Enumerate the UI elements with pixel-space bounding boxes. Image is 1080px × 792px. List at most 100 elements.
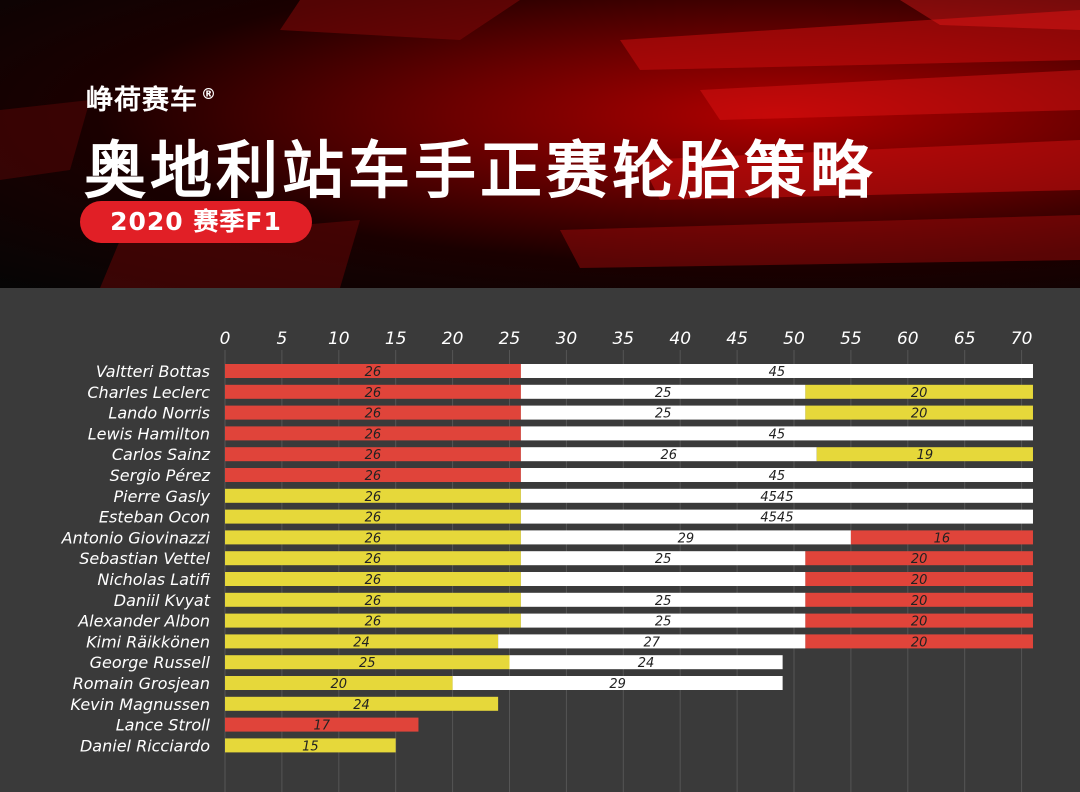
stint-laps-label: 20 bbox=[911, 407, 928, 422]
stint-laps-label: 26 bbox=[365, 615, 382, 630]
stint-laps-label: 26 bbox=[365, 427, 382, 442]
stint-laps-label: 25 bbox=[655, 552, 672, 567]
stint-bar-medium bbox=[225, 676, 453, 690]
stint-laps-label: 29 bbox=[609, 677, 626, 692]
stint-laps-label: 19 bbox=[917, 448, 934, 463]
stint-bar-medium bbox=[805, 384, 1033, 399]
driver-row: Valtteri Bottas 26 45 bbox=[96, 362, 1033, 381]
stint-bar-hard bbox=[509, 655, 783, 670]
stint-laps-label: 4545 bbox=[760, 511, 793, 526]
stint-laps-label: 26 bbox=[365, 552, 382, 567]
brand-text: 峥荷赛车 bbox=[86, 85, 198, 116]
stint-bar-hard bbox=[520, 364, 1033, 378]
driver-row: Kevin Magnussen 24 bbox=[70, 695, 499, 714]
stint-bar-soft bbox=[805, 613, 1033, 628]
season-badge: 2020 赛季F1 bbox=[80, 201, 312, 243]
driver-name: Antonio Giovinazzi bbox=[61, 528, 211, 547]
stint-bar-hard bbox=[520, 426, 1033, 441]
stint-bar-soft bbox=[225, 468, 521, 482]
stint-laps-label: 20 bbox=[911, 594, 928, 609]
x-tick-label: 60 bbox=[897, 329, 919, 349]
driver-name: George Russell bbox=[90, 653, 211, 672]
x-tick-label: 50 bbox=[783, 329, 805, 349]
stint-laps-label: 20 bbox=[331, 677, 348, 692]
stint-bar-soft bbox=[850, 530, 1033, 545]
stint-laps-label: 26 bbox=[365, 531, 382, 546]
registered-mark: ® bbox=[201, 85, 217, 103]
stint-bar-hard bbox=[520, 447, 817, 462]
stint-bar-hard bbox=[520, 592, 806, 607]
stint-bar-soft bbox=[225, 405, 521, 420]
stint-bar-medium bbox=[225, 655, 510, 670]
stint-bar-medium bbox=[225, 738, 396, 753]
stint-laps-label: 16 bbox=[934, 531, 951, 546]
x-tick-label: 45 bbox=[726, 329, 748, 349]
driver-row: Alexander Albon 26 25 20 bbox=[77, 612, 1033, 631]
stint-bar-soft bbox=[225, 384, 521, 399]
stint-laps-label: 25 bbox=[655, 615, 672, 630]
stint-bar-hard bbox=[520, 530, 851, 545]
driver-row: Nicholas Latifi 26 20 bbox=[97, 570, 1033, 589]
stint-bar-medium bbox=[225, 572, 521, 586]
driver-row: Sebastian Vettel 26 25 20 bbox=[79, 549, 1033, 568]
driver-row: Daniel Ricciardo 15 bbox=[80, 736, 396, 755]
driver-name: Kimi Räikkönen bbox=[86, 632, 210, 651]
chart-rows: Valtteri Bottas 26 45 Charles Leclerc 26 25 20… bbox=[61, 362, 1033, 755]
stint-laps-label: 26 bbox=[365, 511, 382, 526]
stint-bar-hard bbox=[520, 613, 806, 628]
driver-name: Kevin Magnussen bbox=[70, 695, 210, 714]
stint-bar-hard bbox=[452, 676, 783, 690]
stint-laps-label: 26 bbox=[365, 469, 382, 484]
driver-name: Esteban Ocon bbox=[99, 508, 210, 527]
stint-bar-soft bbox=[225, 426, 521, 441]
driver-name: Sebastian Vettel bbox=[79, 549, 210, 568]
stint-bar-soft bbox=[805, 634, 1033, 649]
stint-laps-label: 26 bbox=[365, 407, 382, 422]
stint-laps-label: 45 bbox=[769, 365, 786, 380]
driver-name: Lance Stroll bbox=[116, 716, 211, 735]
x-tick-label: 0 bbox=[220, 329, 231, 349]
stint-bar-soft bbox=[805, 592, 1033, 607]
stint-laps-label: 45 bbox=[769, 427, 786, 442]
driver-name: Lewis Hamilton bbox=[88, 424, 210, 443]
x-tick-label: 40 bbox=[669, 329, 691, 349]
stint-laps-label: 20 bbox=[911, 552, 928, 567]
stint-laps-label: 20 bbox=[911, 386, 928, 401]
stint-bar-medium bbox=[225, 509, 521, 524]
stint-bar-hard bbox=[520, 551, 806, 566]
driver-row: Charles Leclerc 26 25 20 bbox=[87, 383, 1033, 402]
stint-laps-label: 15 bbox=[302, 739, 319, 754]
page-title: 奥地利站车手正赛轮胎策略 bbox=[84, 134, 877, 207]
stint-laps-label: 29 bbox=[678, 531, 695, 546]
driver-row: Lando Norris 26 25 20 bbox=[108, 404, 1033, 423]
driver-name: Daniel Ricciardo bbox=[80, 736, 210, 755]
driver-row: Esteban Ocon 26 4545 bbox=[99, 508, 1033, 527]
driver-row: Pierre Gasly 26 4545 bbox=[114, 487, 1033, 506]
stint-bar-medium bbox=[225, 530, 521, 545]
stint-laps-label: 26 bbox=[661, 448, 678, 463]
stint-laps-label: 20 bbox=[911, 573, 928, 588]
driver-row: Lance Stroll 17 bbox=[116, 716, 419, 735]
stint-bar-hard bbox=[520, 405, 806, 420]
x-tick-label: 20 bbox=[442, 329, 464, 349]
stint-laps-label: 24 bbox=[353, 698, 370, 713]
driver-name: Valtteri Bottas bbox=[96, 362, 210, 381]
x-tick-label: 25 bbox=[499, 329, 521, 349]
driver-name: Nicholas Latifi bbox=[97, 570, 210, 589]
driver-row: Romain Grosjean 20 29 bbox=[73, 674, 783, 693]
x-tick-label: 55 bbox=[840, 329, 862, 349]
stint-bar-soft bbox=[225, 717, 419, 732]
stint-bar-medium bbox=[816, 447, 1033, 462]
stint-laps-label: 25 bbox=[359, 656, 376, 671]
stint-bar-hard bbox=[520, 488, 1033, 503]
stint-laps-label: 25 bbox=[655, 407, 672, 422]
driver-name: Charles Leclerc bbox=[87, 383, 210, 402]
header-banner: 峥荷赛车 ® 奥地利站车手正赛轮胎策略 2020 赛季F1 bbox=[0, 0, 1080, 288]
driver-name: Romain Grosjean bbox=[73, 674, 210, 693]
stint-laps-label: 26 bbox=[365, 490, 382, 505]
stint-laps-label: 25 bbox=[655, 594, 672, 609]
stint-bar-hard bbox=[520, 509, 1033, 524]
driver-row: Daniil Kvyat 26 25 20 bbox=[114, 591, 1033, 610]
stint-laps-label: 45 bbox=[769, 469, 786, 484]
